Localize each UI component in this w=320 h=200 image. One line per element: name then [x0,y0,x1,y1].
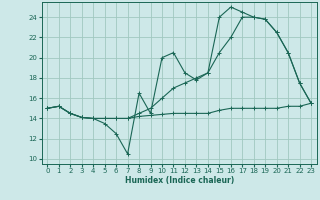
X-axis label: Humidex (Indice chaleur): Humidex (Indice chaleur) [124,176,234,185]
